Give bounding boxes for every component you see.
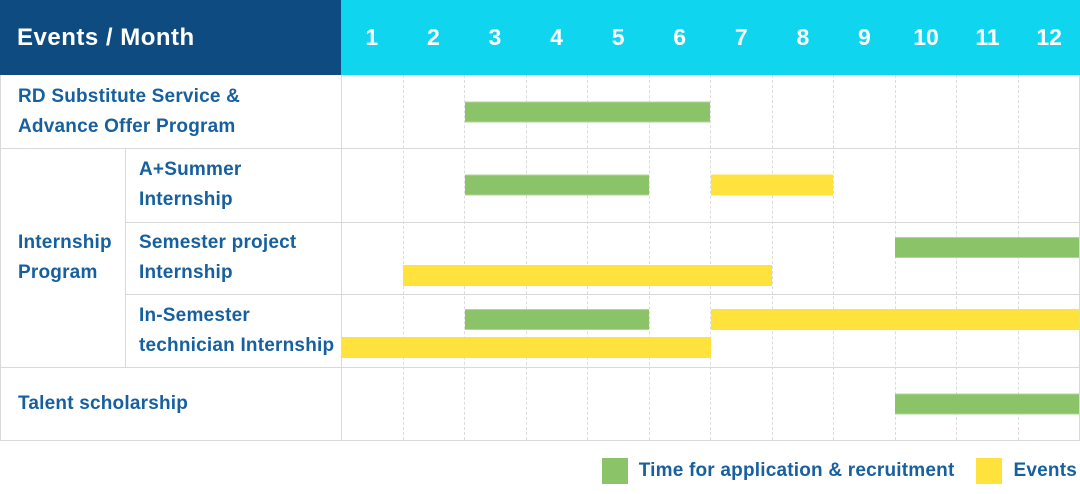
- row-chart-talent-scholarship: [342, 368, 1079, 440]
- table-body: RD Substitute Service & Advance Offer Pro…: [0, 75, 1080, 441]
- row-label-line: RD Substitute Service &: [18, 85, 241, 107]
- group-label-internship-program: Internship Program: [1, 149, 126, 367]
- row-label-line: A+Summer: [139, 159, 242, 181]
- row-label-a-summer-internship: A+Summer Internship: [126, 149, 342, 222]
- row-label-line: Semester project: [139, 232, 297, 254]
- row-label-talent-scholarship: Talent scholarship: [1, 368, 342, 440]
- row-label-line: technician Internship: [139, 335, 335, 357]
- month-header-9: 9: [858, 24, 871, 50]
- yellow-bar: [403, 264, 772, 286]
- table-row-a-summer-internship: A+Summer Internship: [126, 149, 1079, 222]
- table-row-in-semester-technician-internship: In-Semester technician Internship: [126, 294, 1079, 367]
- row-group-internship-program: Internship Program A+Summer Internship Semes…: [1, 148, 1079, 367]
- green-bar: [894, 236, 1079, 258]
- month-header-2: 2: [426, 24, 440, 50]
- month-header-10: 10: [913, 24, 939, 50]
- month-header-6: 6: [673, 24, 687, 50]
- month-header-1: 1: [365, 24, 379, 50]
- row-chart-semester-project-internship: [342, 223, 1079, 295]
- month-header-11: 11: [975, 24, 1000, 50]
- green-bar: [894, 393, 1079, 415]
- month-header-12: 12: [1036, 24, 1062, 50]
- table-header-row: Events / Month 1 2 3 4 5 6 7 8 9 10 11 12: [0, 0, 1080, 75]
- green-bar: [464, 174, 650, 196]
- yellow-swatch-icon: [976, 458, 1003, 484]
- row-label-line: Program: [18, 262, 98, 283]
- row-chart-a-summer-internship: [342, 149, 1079, 222]
- green-swatch-icon: [601, 458, 628, 484]
- month-header-5: 5: [611, 24, 625, 50]
- header-title-cell: Events / Month: [0, 0, 341, 75]
- month-header-8: 8: [796, 24, 810, 50]
- row-label-semester-project-internship: Semester project Internship: [126, 222, 342, 295]
- row-label-line: Internship: [18, 232, 112, 253]
- row-label-line: Talent scholarship: [18, 393, 189, 414]
- events-month-table: Events / Month 1 2 3 4 5 6 7 8 9 10 11 12 RD Substi…: [0, 0, 1080, 441]
- legend: Time for application & recruitment Events: [580, 458, 1077, 484]
- month-header-4: 4: [550, 24, 563, 50]
- yellow-bar: [710, 174, 834, 196]
- month-header-strip: 1 2 3 4 5 6 7 8 9 10 11 12: [341, 0, 1080, 75]
- row-chart-rd-substitute-service-advance-offer-program: [342, 75, 1079, 148]
- yellow-bar: [342, 337, 711, 359]
- page-title: Events / Month: [17, 23, 195, 51]
- row-label-rd-substitute-service-advance-offer-program: RD Substitute Service & Advance Offer Pro…: [1, 75, 342, 148]
- table-row-semester-project-internship: Semester project Internship: [126, 221, 1079, 295]
- month-header-3: 3: [488, 24, 502, 50]
- row-label-line: Advance Offer Program: [18, 115, 236, 137]
- row-label-in-semester-technician-internship: In-Semester technician Internship: [126, 295, 342, 367]
- table-row-rd-substitute-service-advance-offer-program: RD Substitute Service & Advance Offer Pro…: [1, 75, 1079, 148]
- table-rows: RD Substitute Service & Advance Offer Pro…: [1, 75, 1079, 440]
- row-chart-in-semester-technician-internship: [342, 295, 1079, 367]
- group-subrows: A+Summer Internship Semester project Intern…: [126, 149, 1079, 367]
- green-bar: [464, 101, 711, 122]
- yellow-bar: [710, 309, 1079, 331]
- row-label-line: Internship: [139, 262, 233, 284]
- legend-label: Events: [1013, 460, 1077, 481]
- row-label-line: In-Semester: [139, 305, 250, 327]
- table-row-talent-scholarship: Talent scholarship: [1, 367, 1079, 440]
- legend-label: Time for application & recruitment: [638, 460, 955, 481]
- legend-item-time-for-application-recruitment: Time for application & recruitment: [601, 458, 955, 484]
- month-header-7: 7: [734, 24, 748, 50]
- green-bar: [464, 309, 650, 331]
- legend-item-events: Events: [976, 458, 1077, 484]
- row-label-line: Internship: [139, 189, 233, 211]
